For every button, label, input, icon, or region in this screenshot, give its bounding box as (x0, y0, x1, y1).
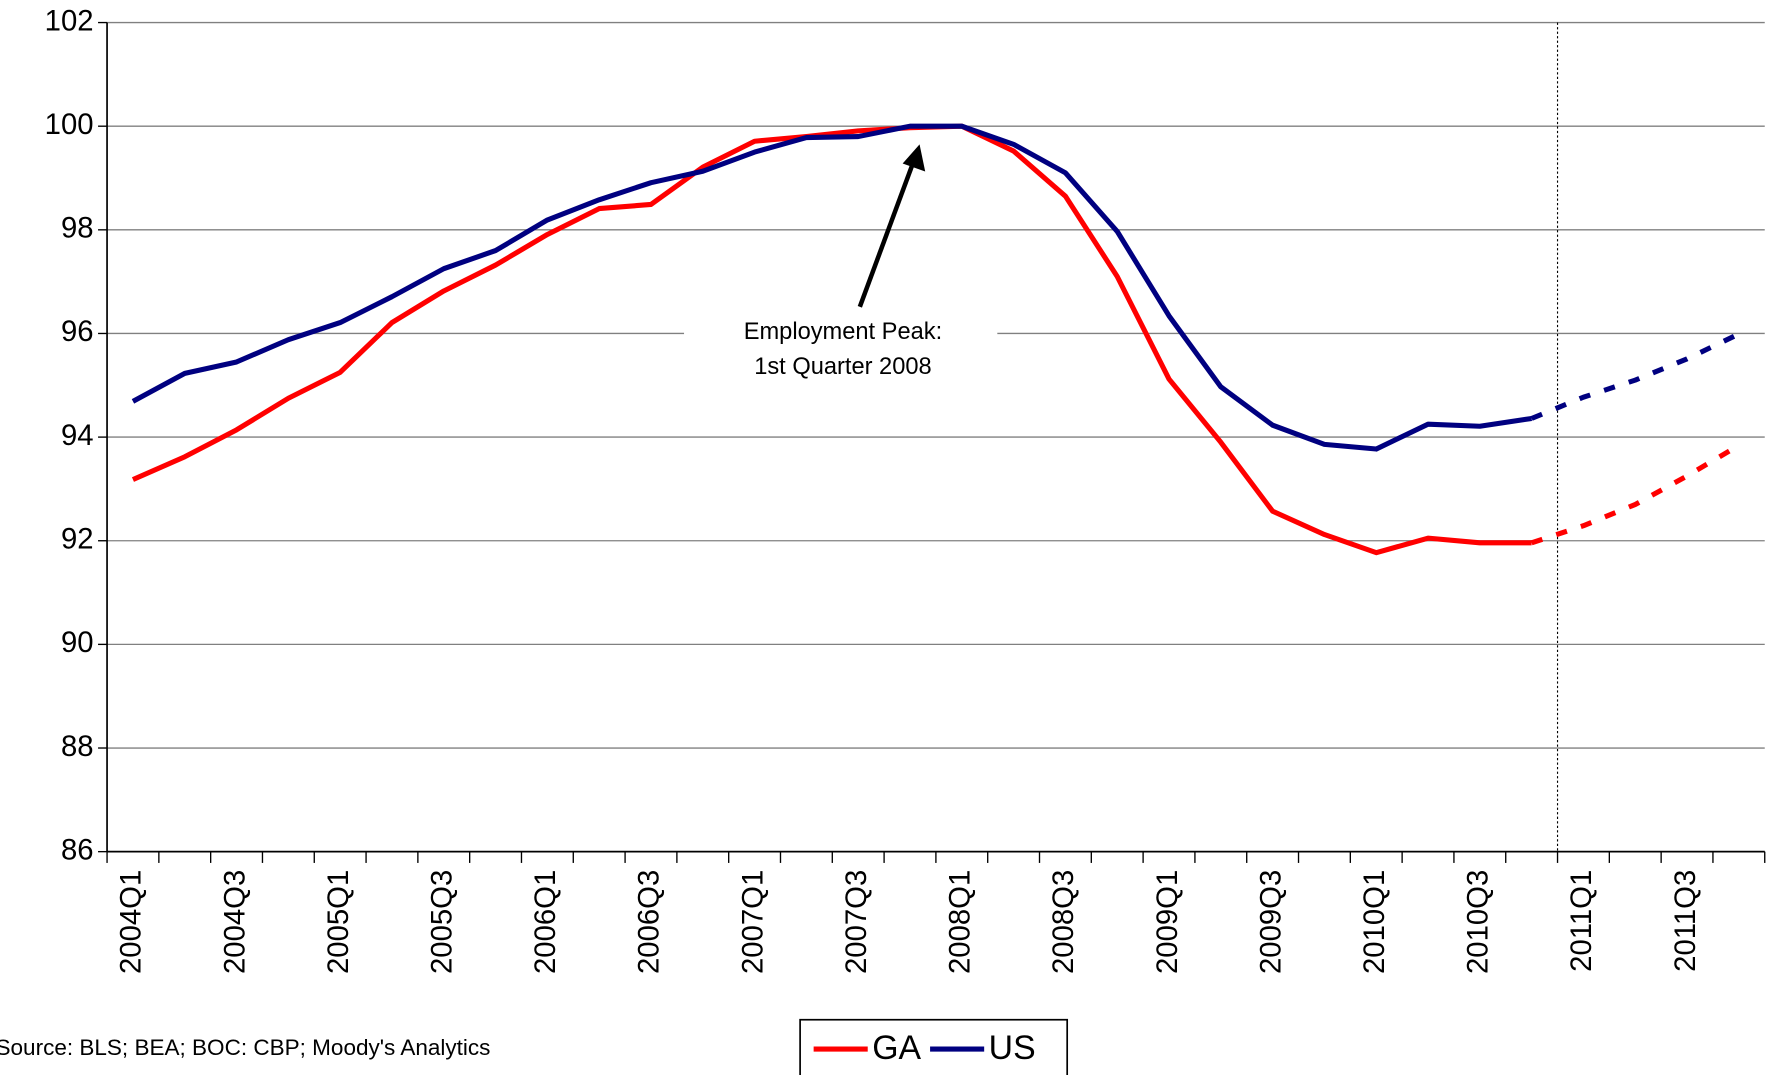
series-line (131, 123, 1533, 452)
y-tick-label: 100 (45, 108, 94, 141)
annotation-text: Employment Peak: (744, 319, 942, 345)
x-tick-label: 2010Q1 (1358, 870, 1391, 974)
y-tick-label: 92 (61, 522, 94, 555)
forecast-line (1530, 331, 1740, 421)
x-tick-label: 2004Q3 (218, 870, 251, 974)
y-tick-label: 88 (61, 730, 94, 763)
x-tick-label: 2005Q1 (322, 870, 355, 974)
x-tick-label: 2005Q3 (426, 870, 459, 974)
x-tick-label: 2007Q1 (736, 870, 769, 974)
y-tick-label: 86 (61, 833, 94, 866)
y-tick-label: 102 (45, 4, 94, 37)
x-tick-label: 2011Q1 (1565, 870, 1598, 972)
annotation-arrow-shaft (857, 162, 915, 308)
legend-label: US (989, 1029, 1036, 1067)
legend-label: GA (872, 1029, 921, 1067)
x-tick-label: 2004Q1 (115, 870, 148, 974)
x-tick-label: 2011Q3 (1669, 870, 1702, 972)
x-tick-label: 2006Q3 (633, 870, 666, 974)
legend: GA US (799, 1018, 1069, 1075)
x-tick-label: 2008Q1 (944, 870, 977, 974)
annotation-box (684, 311, 998, 391)
y-tick-label: 94 (61, 419, 94, 452)
y-tick-label: 90 (61, 626, 94, 659)
y-tick-label: 98 (61, 212, 94, 245)
x-tick-label: 2007Q3 (840, 870, 873, 974)
forecast-line (1530, 443, 1741, 546)
x-tick-label: 2008Q3 (1047, 870, 1080, 974)
source: Source: BLS; BEA; BOC: CBP; Moody's Anal… (0, 1035, 490, 1060)
annotation-arrow-head (902, 144, 926, 172)
y-tick-label: 96 (61, 315, 94, 348)
x-tick-label: 2009Q1 (1151, 870, 1184, 974)
x-tick-label: 2006Q1 (529, 870, 562, 974)
series-line (131, 123, 1532, 556)
annotation-text: 1st Quarter 2008 (754, 354, 931, 380)
x-tick-label: 2010Q3 (1462, 870, 1495, 974)
x-tick-label: 2009Q3 (1254, 870, 1287, 974)
